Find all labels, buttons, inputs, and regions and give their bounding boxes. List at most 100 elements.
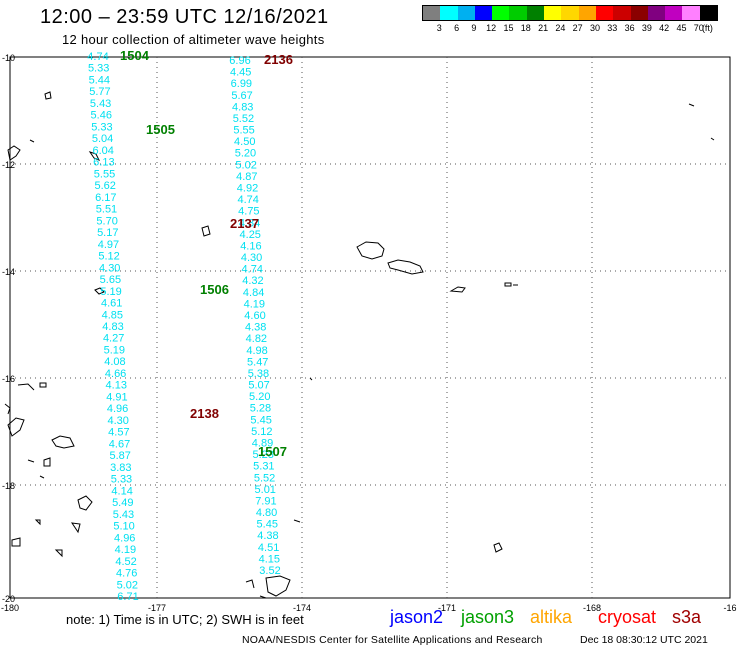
track-b-value: 4.92 [237,183,258,195]
colorbar-label: 30 [589,23,601,33]
track-b-value: 4.16 [240,240,261,252]
track-a-value: 5.33 [111,474,132,486]
track-a-value: 4.30 [108,415,129,427]
track-b-value: 7.91 [255,495,276,507]
track-a-value: 4.08 [104,356,125,368]
latitude-tick-label: -12 [2,160,15,170]
colorbar-swatch [682,6,700,20]
track-b-value: 5.20 [249,391,270,403]
island-left-c [4,403,11,415]
island-tonga-7 [39,475,45,479]
island-left-a [7,145,21,161]
island-swains [710,137,715,141]
page-title: 12:00 – 23:59 UTC 12/16/2021 [40,6,329,28]
track-b-value: 4.25 [240,229,261,241]
page-subtitle: 12 hour collection of altimeter wave hei… [62,32,325,47]
colorbar-label: 12 [486,23,497,33]
longitude-tick-label: -168 [583,603,601,613]
track-b-value: 4.83 [232,101,253,113]
track-a-value: 5.49 [112,497,133,509]
track-b-value: 5.67 [231,90,252,102]
island-rose [688,103,695,107]
track-b-value: 4.34 [239,217,260,229]
island-cook-b [265,575,291,597]
track-a-value: 3.83 [110,462,131,474]
generation-timestamp: Dec 18 08:30:12 UTC 2021 [580,634,708,646]
track-a-value: 5.65 [100,274,121,286]
pass-label: 1505 [146,122,175,137]
colorbar-label: 33 [607,23,618,33]
island-cook-c [259,595,267,599]
colorbar-swatch [647,6,666,20]
pass-labels: 1504 1505 1506 1507 2136 2137 2138 [120,48,293,459]
legend-item-jason2: jason2 [390,607,444,627]
island-left-e [17,383,35,391]
island-tonga-1 [77,495,93,511]
track-a-value: 6.13 [93,157,114,169]
colorbar-label: 9 [471,23,477,33]
track-b-value: 4.50 [234,136,255,148]
island-tutuila [449,286,466,293]
track-a-value: 5.33 [91,121,112,133]
satellite-tracks: 4.745.335.445.775.435.465.335.046.046.13… [87,51,280,603]
colorbar-label: 6 [454,23,460,33]
track-b-value: 4.30 [241,252,262,264]
track-a-value: 5.12 [98,251,119,263]
track-a-value: 4.83 [102,321,123,333]
track-a-value: 4.57 [108,427,129,439]
track-b-value: 4.87 [236,171,257,183]
island-tonga-3 [11,537,21,547]
track-b-value: 5.52 [233,113,254,125]
colorbar-label: 27 [572,23,583,33]
longitude-tick-label: -180 [1,603,19,613]
track-a-value: 5.62 [94,180,115,192]
track-a-value: 4.76 [116,568,137,580]
island-niuatoputapu [88,151,101,161]
track-b-value: 5.45 [250,414,271,426]
legend-item-altika: altika [530,607,573,627]
colorbar-swatch [440,6,458,20]
track-a-value: 6.04 [93,145,114,157]
island-left-f [39,382,47,388]
track-b-value: 5.23 [252,449,273,461]
units-note: note: 1) Time is in UTC; 2) SWH is in fe… [66,612,304,627]
track-b-value: 5.07 [248,380,269,392]
track-a-value: 4.96 [107,403,128,415]
track-b-value: 4.45 [230,67,251,79]
colorbar-label: 42 [659,23,670,33]
track-a-value: 5.55 [94,168,115,180]
pass-label: 1504 [120,48,150,63]
track-b-value: 3.52 [259,565,280,577]
island-mid [309,377,313,381]
track-a-value: 5.10 [113,521,134,533]
track-a-value: 4.27 [103,333,124,345]
track-b-value: 4.80 [256,507,277,519]
island-cook-d [293,519,301,523]
track-b-value: 5.01 [255,484,276,496]
island-left-b [29,139,35,143]
track-b-value: 4.51 [258,542,279,554]
track-b-value: 4.19 [244,298,265,310]
island-tonga-4 [34,519,41,526]
colorbar-label: 45 [676,23,687,33]
track-b-value: 4.98 [246,345,267,357]
pass-label: 1506 [200,282,229,297]
track-b-value: 4.38 [245,322,266,334]
longitude-tick-label: -16 [723,603,736,613]
track-b-value: 4.32 [242,275,263,287]
colorbar-label: 39 [641,23,652,33]
track-a-value: 4.30 [99,262,120,274]
track-a-value: 4.91 [106,391,127,403]
island-niue [493,542,503,553]
pass-label: 2138 [190,406,219,421]
pass-label: 2137 [230,216,259,231]
island-tonga-2 [70,522,81,534]
track-a-value: 5.77 [89,86,110,98]
track-b-value: 4.82 [246,333,267,345]
latitude-tick-label: -18 [2,481,15,491]
track-a-value: 5.46 [91,110,112,122]
track-b-value: 4.84 [243,287,264,299]
latitude-tick-label: -20 [2,594,15,604]
